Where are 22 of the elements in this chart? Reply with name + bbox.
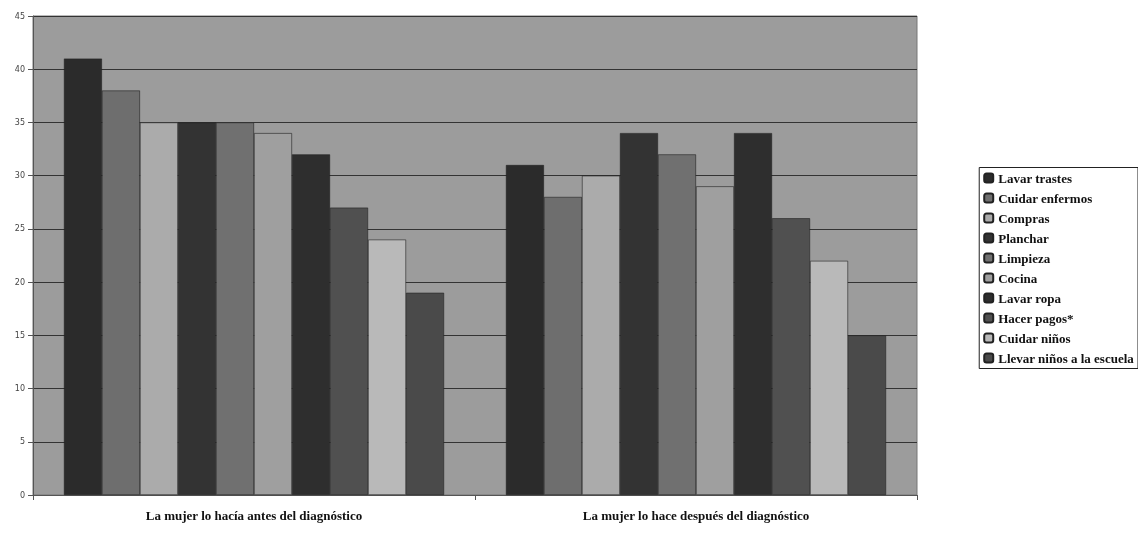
y-tick-label: 30 — [14, 171, 25, 181]
y-tick-label: 5 — [19, 437, 25, 447]
y-tick-label: 10 — [14, 384, 25, 394]
y-tick-label: 20 — [14, 277, 25, 287]
legend-label: Compras — [998, 210, 1050, 226]
y-tick-label: 25 — [14, 224, 25, 234]
y-tick-label: 45 — [14, 11, 25, 21]
y-tick-label: 0 — [19, 490, 25, 500]
legend-label: Cuidar niños — [998, 330, 1071, 346]
x-tick-label: La mujer lo hace después del diagnóstico — [582, 508, 810, 523]
legend-label: Llevar niños a la escuela — [998, 350, 1135, 366]
legend-label: Cuidar enfermos — [998, 190, 1093, 206]
legend-label: Cocina — [998, 270, 1038, 286]
legend-label: Lavar trastes — [998, 170, 1072, 186]
legend-label: Limpieza — [998, 250, 1051, 266]
legend-label: Hacer pagos* — [998, 310, 1074, 326]
x-tick-label: La mujer lo hacía antes del diagnóstico — [145, 508, 363, 523]
y-tick-label: 35 — [14, 117, 25, 127]
y-tick-label: 15 — [14, 330, 25, 340]
legend-label: Lavar ropa — [998, 290, 1062, 306]
legend-label: Planchar — [998, 230, 1050, 246]
y-tick-label: 40 — [14, 64, 25, 74]
